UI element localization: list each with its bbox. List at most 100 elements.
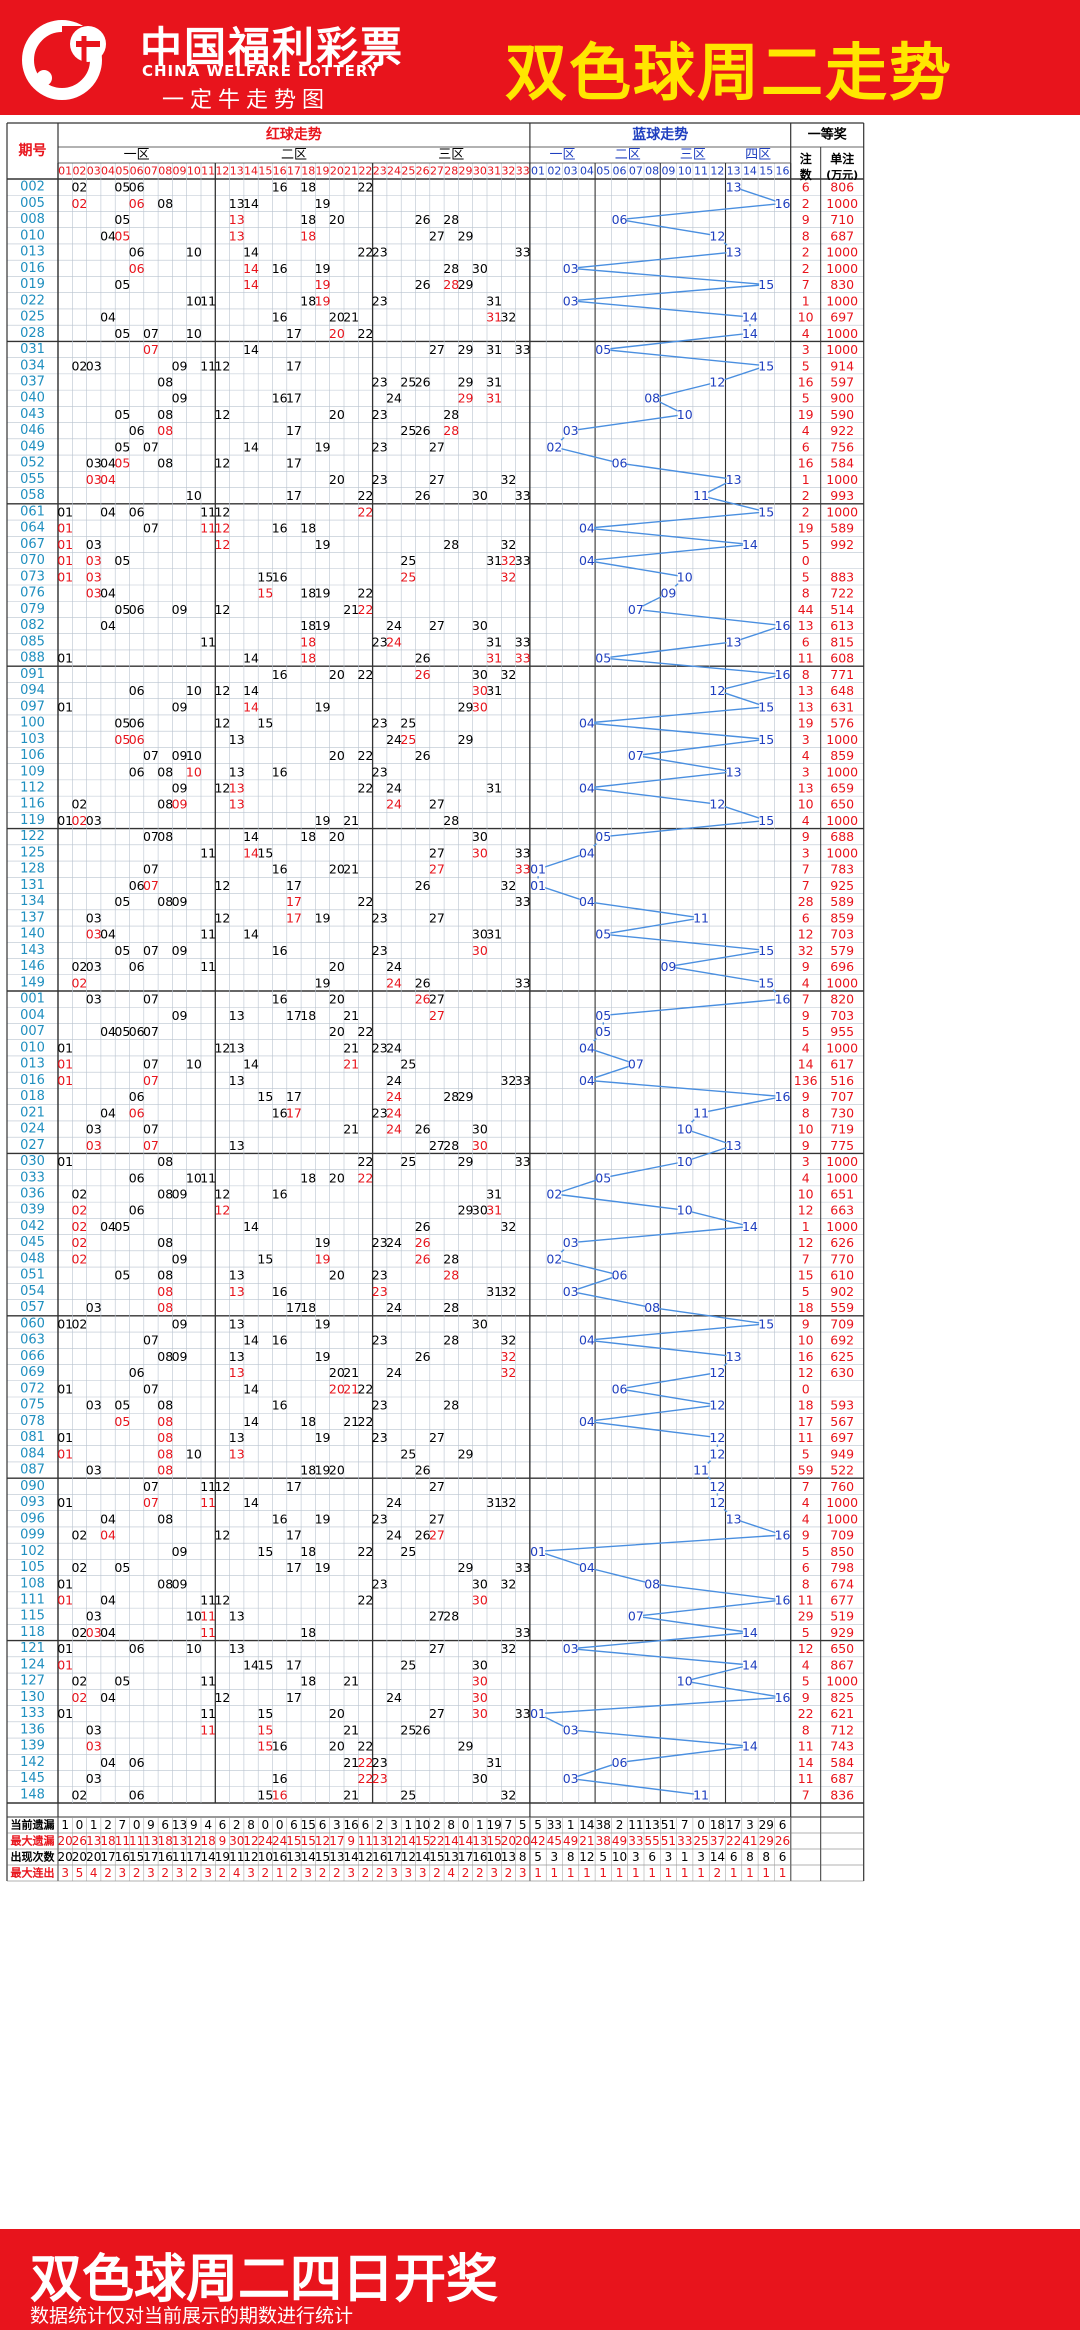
red-ball-number: 01 — [57, 1576, 73, 1591]
blue-ball-number: 04 — [579, 781, 595, 796]
prize-amount: 514 — [830, 602, 854, 617]
issue-number: 145 — [20, 1771, 45, 1786]
red-ball-number: 10 — [186, 488, 202, 503]
red-ball-number: 05 — [114, 732, 130, 747]
prize-count: 4 — [802, 813, 810, 828]
issue-number: 057 — [20, 1300, 45, 1315]
prize-count: 15 — [798, 1268, 814, 1283]
blue-ball-bg — [693, 1105, 709, 1120]
prize-count: 22 — [798, 1706, 814, 1721]
prize-amount: 516 — [830, 1073, 854, 1088]
red-zone-header-2: 二区 — [281, 148, 307, 163]
stats-red-value: 13 — [329, 1850, 344, 1864]
blue-ball-bg — [726, 245, 741, 260]
stats-blue-value: 1 — [762, 1866, 770, 1880]
red-ball-number: 30 — [472, 1138, 488, 1153]
blue-ball-number: 13 — [726, 764, 742, 779]
stats-red-value: 13 — [172, 1834, 187, 1848]
blue-ball-number: 14 — [742, 310, 758, 325]
prize-count: 17 — [798, 1414, 814, 1429]
red-ball-number: 08 — [157, 196, 173, 211]
stats-red-value: 15 — [129, 1850, 144, 1864]
red-ball-number: 08 — [157, 1284, 173, 1299]
prize-count: 9 — [802, 829, 810, 844]
prize-amount: 709 — [830, 1316, 854, 1331]
issue-number: 127 — [20, 1674, 45, 1689]
red-ball-number: 24 — [386, 1495, 402, 1510]
red-ball-number: 21 — [343, 1674, 359, 1689]
red-ball-number: 19 — [315, 277, 331, 292]
prize-count: 13 — [798, 699, 814, 714]
red-ball-number: 01 — [57, 504, 73, 519]
stats-red-value: 17 — [100, 1850, 115, 1864]
red-ball-number: 19 — [315, 1511, 331, 1526]
blue-ball-bg — [742, 1625, 758, 1640]
red-ball-number: 33 — [515, 975, 531, 990]
stats-red-value: 9 — [190, 1818, 198, 1832]
prize-count: 5 — [802, 1024, 810, 1039]
blue-ball-bg — [742, 537, 758, 552]
red-ball-number: 23 — [372, 764, 388, 779]
red-ball-number: 20 — [329, 959, 345, 974]
red-ball-number: 27 — [429, 1479, 445, 1494]
red-ball-number: 27 — [429, 472, 445, 487]
prize-count: 6 — [802, 439, 810, 454]
prize-amount: 1000 — [826, 1170, 858, 1185]
prize-count: 9 — [802, 212, 810, 227]
red-ball-number: 33 — [515, 1073, 531, 1088]
first-prize-header: 一等奖 — [808, 127, 848, 143]
stats-red-value: 2 — [262, 1866, 270, 1880]
stats-red-value: 6 — [319, 1818, 327, 1832]
red-ball-number: 19 — [315, 975, 331, 990]
issue-number: 058 — [20, 488, 45, 503]
stats-red-value: 26 — [72, 1834, 87, 1848]
stats-red-value: 11 — [115, 1834, 130, 1848]
red-ball-number: 33 — [515, 634, 531, 649]
stats-red-value: 6 — [290, 1818, 298, 1832]
red-ball-number: 24 — [386, 959, 402, 974]
red-ball-number: 15 — [257, 569, 273, 584]
blue-ball-number: 12 — [709, 1495, 725, 1510]
stats-blue-value: 33 — [677, 1834, 692, 1848]
stats-blue-value: 29 — [759, 1818, 774, 1832]
red-ball-number: 33 — [515, 245, 531, 260]
prize-count: 14 — [798, 1057, 814, 1072]
prize-count: 2 — [802, 504, 810, 519]
prize-count: 13 — [798, 618, 814, 633]
issue-number: 022 — [20, 293, 45, 308]
prize-count: 7 — [802, 1251, 810, 1266]
prize-count: 6 — [802, 180, 810, 195]
red-ball-number: 16 — [272, 862, 288, 877]
red-ball-number: 15 — [257, 1089, 273, 1104]
red-ball-number: 07 — [143, 1024, 159, 1039]
prize-amount: 712 — [830, 1722, 854, 1737]
blue-zone-header-3: 三区 — [680, 148, 706, 163]
red-ball-number: 30 — [472, 699, 488, 714]
blue-ball-number: 03 — [563, 1641, 579, 1656]
count-header: 注 — [800, 151, 812, 166]
red-ball-number: 08 — [157, 1235, 173, 1250]
issue-number: 008 — [20, 212, 45, 227]
red-ball-number: 04 — [100, 228, 116, 243]
red-number-header: 05 — [115, 165, 129, 178]
prize-amount: 902 — [830, 1284, 854, 1299]
blue-ball-bg — [661, 586, 676, 601]
page-title: 双色球周二走势 — [505, 36, 954, 109]
stats-blue-value: 0 — [697, 1818, 705, 1832]
blue-ball-number: 03 — [563, 293, 579, 308]
red-ball-number: 12 — [214, 602, 230, 617]
red-ball-number: 21 — [343, 1122, 359, 1137]
red-ball-number: 06 — [129, 1170, 145, 1185]
stats-red-value: 3 — [390, 1818, 398, 1832]
red-ball-number: 05 — [114, 212, 130, 227]
prize-amount: 677 — [830, 1593, 854, 1608]
red-ball-number: 23 — [372, 1284, 388, 1299]
red-ball-number: 18 — [300, 1300, 316, 1315]
red-ball-number: 18 — [300, 180, 316, 195]
prize-count: 59 — [798, 1463, 814, 1478]
red-ball-number: 24 — [386, 1105, 402, 1120]
red-ball-number: 26 — [415, 992, 431, 1007]
stats-blue-value: 1 — [681, 1850, 689, 1864]
red-ball-number: 12 — [214, 683, 230, 698]
stats-blue-value: 1 — [648, 1866, 656, 1880]
